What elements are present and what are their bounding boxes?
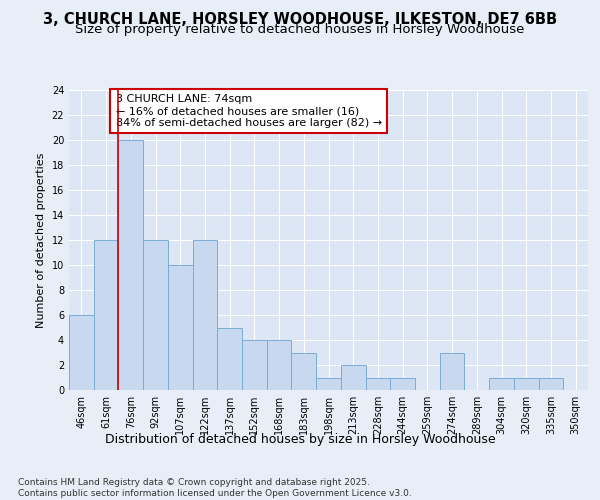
- Bar: [168, 265, 193, 390]
- Bar: [193, 240, 217, 390]
- Bar: [217, 328, 242, 390]
- Bar: [267, 340, 292, 390]
- Bar: [292, 352, 316, 390]
- Text: 3, CHURCH LANE, HORSLEY WOODHOUSE, ILKESTON, DE7 6BB: 3, CHURCH LANE, HORSLEY WOODHOUSE, ILKES…: [43, 12, 557, 28]
- Bar: [143, 240, 168, 390]
- Text: Size of property relative to detached houses in Horsley Woodhouse: Size of property relative to detached ho…: [76, 24, 524, 36]
- Bar: [242, 340, 267, 390]
- Bar: [118, 140, 143, 390]
- Y-axis label: Number of detached properties: Number of detached properties: [36, 152, 46, 328]
- Bar: [539, 378, 563, 390]
- Bar: [94, 240, 118, 390]
- Bar: [440, 352, 464, 390]
- Bar: [365, 378, 390, 390]
- Text: 3 CHURCH LANE: 74sqm
← 16% of detached houses are smaller (16)
84% of semi-detac: 3 CHURCH LANE: 74sqm ← 16% of detached h…: [116, 94, 382, 128]
- Bar: [489, 378, 514, 390]
- Bar: [390, 378, 415, 390]
- Text: Contains HM Land Registry data © Crown copyright and database right 2025.
Contai: Contains HM Land Registry data © Crown c…: [18, 478, 412, 498]
- Bar: [69, 315, 94, 390]
- Bar: [316, 378, 341, 390]
- Text: Distribution of detached houses by size in Horsley Woodhouse: Distribution of detached houses by size …: [104, 432, 496, 446]
- Bar: [514, 378, 539, 390]
- Bar: [341, 365, 365, 390]
